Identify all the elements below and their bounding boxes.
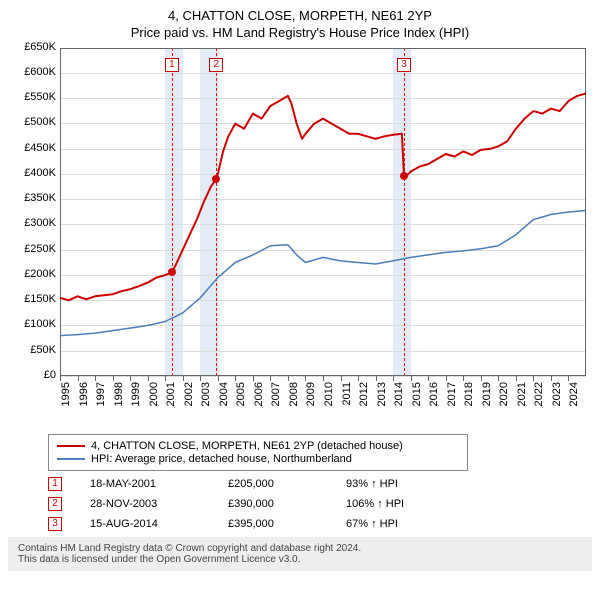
- series-line: [60, 93, 586, 300]
- legend-swatch: [57, 445, 85, 447]
- legend-label: 4, CHATTON CLOSE, MORPETH, NE61 2YP (det…: [91, 440, 403, 452]
- transaction-badge: 2: [48, 497, 62, 511]
- x-axis-label: 2001: [165, 382, 177, 422]
- x-axis-label: 2005: [235, 382, 247, 422]
- transaction-date: 15-AUG-2014: [90, 518, 200, 530]
- x-axis-label: 2008: [288, 382, 300, 422]
- x-axis-label: 1995: [60, 382, 72, 422]
- transaction-row: 2 28-NOV-2003 £390,000 106% ↑ HPI: [48, 497, 586, 511]
- transaction-badge: 3: [48, 517, 62, 531]
- series-line: [60, 210, 586, 335]
- transaction-row: 1 18-MAY-2001 £205,000 93% ↑ HPI: [48, 477, 586, 491]
- transaction-date: 18-MAY-2001: [90, 478, 200, 490]
- x-axis-label: 2013: [376, 382, 388, 422]
- x-axis-label: 1997: [95, 382, 107, 422]
- x-axis-label: 2009: [305, 382, 317, 422]
- x-axis-label: 2024: [568, 382, 580, 422]
- x-axis-label: 2016: [428, 382, 440, 422]
- transaction-badge: 1: [48, 477, 62, 491]
- legend-label: HPI: Average price, detached house, Nort…: [91, 453, 352, 465]
- x-axis-label: 2015: [411, 382, 423, 422]
- transaction-price: £395,000: [228, 518, 318, 530]
- transaction-vs-hpi: 106% ↑ HPI: [346, 498, 436, 510]
- x-axis-label: 2017: [446, 382, 458, 422]
- x-axis-label: 2014: [393, 382, 405, 422]
- legend-swatch: [57, 458, 85, 460]
- legend-item: 4, CHATTON CLOSE, MORPETH, NE61 2YP (det…: [57, 440, 459, 452]
- x-axis-label: 2000: [148, 382, 160, 422]
- x-axis-label: 2003: [200, 382, 212, 422]
- transaction-price: £205,000: [228, 478, 318, 490]
- x-axis-label: 2012: [358, 382, 370, 422]
- chart-lines: [8, 48, 588, 378]
- transaction-vs-hpi: 93% ↑ HPI: [346, 478, 436, 490]
- sale-dot: [168, 268, 176, 276]
- legend: 4, CHATTON CLOSE, MORPETH, NE61 2YP (det…: [48, 434, 468, 471]
- x-axis-label: 2007: [270, 382, 282, 422]
- price-chart: £0£50K£100K£150K£200K£250K£300K£350K£400…: [8, 48, 592, 428]
- transactions-table: 1 18-MAY-2001 £205,000 93% ↑ HPI 2 28-NOV-200…: [48, 477, 586, 531]
- x-axis-label: 2010: [323, 382, 335, 422]
- title-line1: 4, CHATTON CLOSE, MORPETH, NE61 2YP: [8, 8, 592, 25]
- x-axis-label: 2023: [551, 382, 563, 422]
- legend-item: HPI: Average price, detached house, Nort…: [57, 453, 459, 465]
- transaction-price: £390,000: [228, 498, 318, 510]
- x-axis-label: 1996: [78, 382, 90, 422]
- x-axis-label: 2022: [533, 382, 545, 422]
- x-axis-label: 2021: [516, 382, 528, 422]
- x-axis-label: 2002: [183, 382, 195, 422]
- x-axis-label: 2006: [253, 382, 265, 422]
- x-axis-label: 1999: [130, 382, 142, 422]
- title-line2: Price paid vs. HM Land Registry's House …: [8, 25, 592, 42]
- chart-title: 4, CHATTON CLOSE, MORPETH, NE61 2YP Pric…: [8, 8, 592, 42]
- x-axis-label: 2019: [481, 382, 493, 422]
- footer-line2: This data is licensed under the Open Gov…: [18, 554, 582, 565]
- x-axis-label: 2011: [341, 382, 353, 422]
- sale-dot: [212, 175, 220, 183]
- attribution-footer: Contains HM Land Registry data © Crown c…: [8, 537, 592, 571]
- x-axis-label: 1998: [113, 382, 125, 422]
- x-axis-label: 2020: [498, 382, 510, 422]
- x-axis-label: 2018: [463, 382, 475, 422]
- transaction-vs-hpi: 67% ↑ HPI: [346, 518, 436, 530]
- transaction-row: 3 15-AUG-2014 £395,000 67% ↑ HPI: [48, 517, 586, 531]
- x-axis-label: 2004: [218, 382, 230, 422]
- sale-dot: [400, 172, 408, 180]
- footer-line1: Contains HM Land Registry data © Crown c…: [18, 543, 582, 554]
- transaction-date: 28-NOV-2003: [90, 498, 200, 510]
